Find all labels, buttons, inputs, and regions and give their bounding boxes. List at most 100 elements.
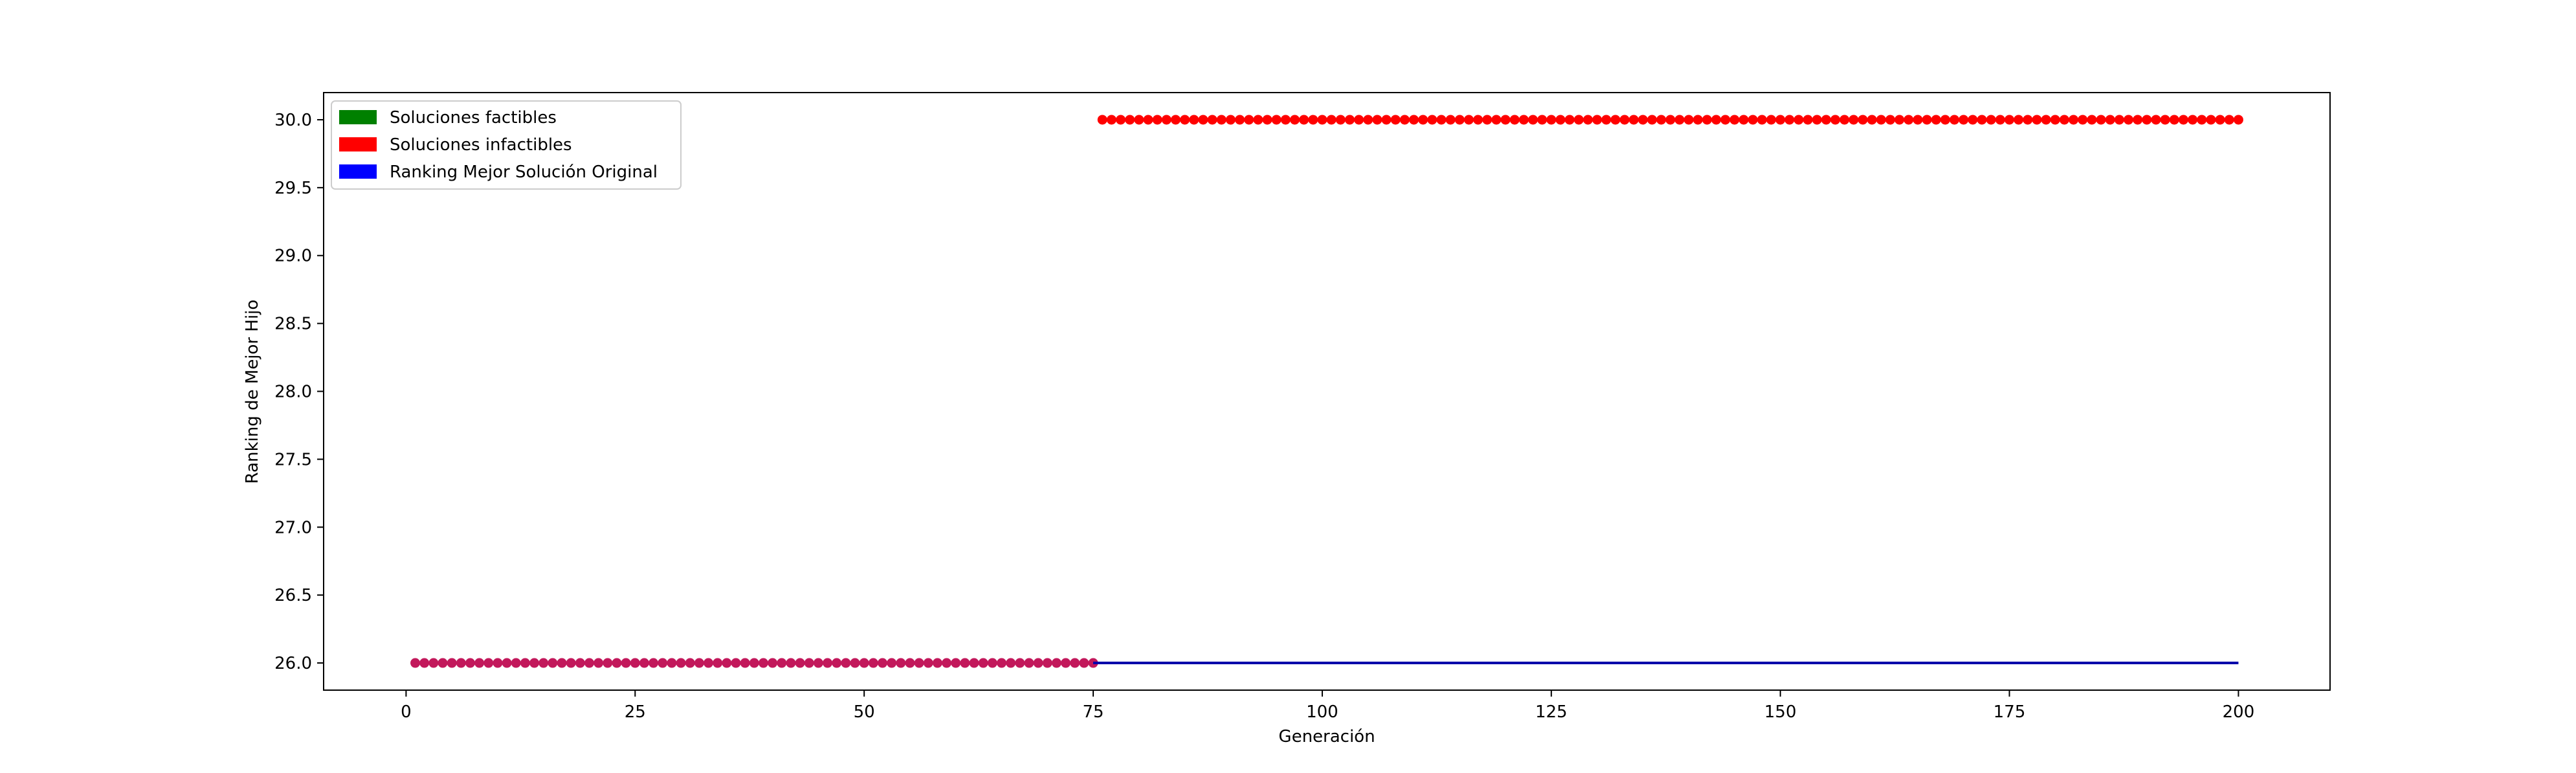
data-point <box>1500 115 1511 125</box>
data-point <box>1592 115 1603 125</box>
data-point <box>1821 115 1831 125</box>
data-point <box>1977 115 1987 125</box>
data-point <box>1839 115 1850 125</box>
data-point <box>1619 115 1630 125</box>
data-point <box>1757 115 1767 125</box>
data-point <box>1235 115 1245 125</box>
data-point <box>1784 115 1795 125</box>
data-point <box>1335 115 1346 125</box>
data-point <box>823 658 833 668</box>
legend-label: Soluciones infactibles <box>390 135 572 155</box>
y-tick-label: 26.0 <box>274 654 312 673</box>
data-point <box>877 658 887 668</box>
data-point <box>2059 115 2069 125</box>
data-point <box>1766 115 1777 125</box>
data-point <box>1931 115 1941 125</box>
data-point <box>2023 115 2033 125</box>
legend-label: Soluciones factibles <box>390 108 557 128</box>
data-point <box>685 658 695 668</box>
data-point <box>1280 115 1291 125</box>
data-point <box>1628 115 1639 125</box>
data-point <box>841 658 851 668</box>
data-point <box>1922 115 1932 125</box>
data-point <box>594 658 604 668</box>
data-point <box>1317 115 1327 125</box>
data-point <box>942 658 952 668</box>
legend: Soluciones factibles Soluciones infactibl… <box>331 100 682 190</box>
data-point <box>1015 658 1025 668</box>
x-tick-label: 150 <box>1764 702 1797 722</box>
data-point <box>2233 115 2243 125</box>
data-point <box>1006 658 1016 668</box>
data-point <box>1445 115 1456 125</box>
data-point <box>923 658 933 668</box>
data-point <box>2215 115 2225 125</box>
data-point <box>1042 658 1052 668</box>
data-point <box>694 658 704 668</box>
data-point <box>1674 115 1685 125</box>
data-point <box>1189 115 1199 125</box>
x-tick-label: 0 <box>401 702 412 722</box>
data-point <box>832 658 842 668</box>
data-point <box>520 658 530 668</box>
data-point <box>978 658 988 668</box>
data-point <box>1070 658 1080 668</box>
x-tick-label: 100 <box>1306 702 1338 722</box>
data-point <box>896 658 906 668</box>
data-point <box>914 658 924 668</box>
data-point <box>749 658 759 668</box>
data-point <box>887 658 897 668</box>
x-tick-label: 75 <box>1082 702 1104 722</box>
plot-layer <box>410 115 2243 668</box>
data-point <box>1491 115 1502 125</box>
data-point <box>2087 115 2097 125</box>
data-point <box>1647 115 1658 125</box>
data-point <box>2188 115 2198 125</box>
data-point <box>1143 115 1153 125</box>
data-point <box>795 658 805 668</box>
data-point <box>2041 115 2051 125</box>
data-point <box>1876 115 1886 125</box>
data-point <box>1363 115 1373 125</box>
data-point <box>1555 115 1566 125</box>
data-point <box>584 658 595 668</box>
data-point <box>1793 115 1804 125</box>
data-point <box>539 658 549 668</box>
data-point <box>1537 115 1548 125</box>
data-point <box>548 658 558 668</box>
data-point <box>905 658 915 668</box>
data-point <box>1152 115 1162 125</box>
data-point <box>438 658 448 668</box>
data-point <box>621 658 631 668</box>
data-point <box>2004 115 2015 125</box>
data-point <box>456 658 466 668</box>
data-point <box>1061 658 1071 668</box>
data-point <box>1408 115 1419 125</box>
data-point <box>1940 115 1950 125</box>
data-point <box>511 658 521 668</box>
data-point <box>1482 115 1493 125</box>
data-point <box>410 658 421 668</box>
data-point <box>2014 115 2024 125</box>
data-point <box>1289 115 1300 125</box>
data-point <box>676 658 686 668</box>
data-point <box>1244 115 1254 125</box>
data-point <box>1381 115 1392 125</box>
data-point <box>557 658 567 668</box>
data-point <box>1216 115 1227 125</box>
data-point <box>2078 115 2088 125</box>
data-point <box>932 658 942 668</box>
y-tick-label: 28.5 <box>274 315 312 334</box>
data-point <box>2197 115 2207 125</box>
y-tick-label: 27.0 <box>274 518 312 537</box>
data-point <box>1995 115 2005 125</box>
data-point <box>2179 115 2189 125</box>
data-point <box>758 658 768 668</box>
data-point <box>566 658 576 668</box>
data-point <box>1436 115 1447 125</box>
legend-swatch <box>339 137 377 151</box>
data-point <box>2206 115 2216 125</box>
data-point <box>2224 115 2234 125</box>
data-point <box>2160 115 2170 125</box>
data-point <box>1372 115 1382 125</box>
